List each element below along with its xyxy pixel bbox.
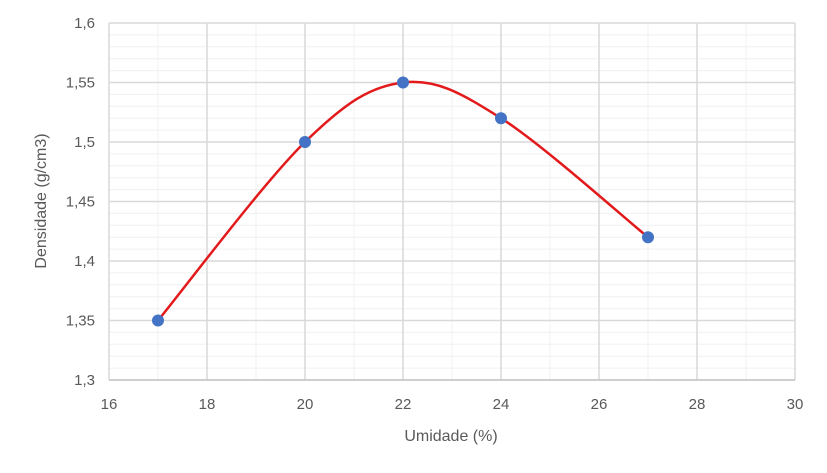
x-tick-labels: 16 18 20 22 24 26 28 30 bbox=[101, 396, 804, 413]
data-point bbox=[495, 112, 507, 125]
y-tick-label: 1,35 bbox=[66, 313, 95, 330]
x-tick-label: 20 bbox=[297, 396, 314, 413]
y-tick-label: 1,6 bbox=[74, 15, 95, 32]
y-tick-label: 1,45 bbox=[66, 194, 95, 211]
y-tick-label: 1,3 bbox=[74, 372, 95, 389]
x-axis-title: Umidade (%) bbox=[404, 428, 497, 445]
axes bbox=[108, 23, 795, 381]
x-tick-label: 24 bbox=[493, 396, 510, 413]
y-tick-labels: 1,3 1,35 1,4 1,45 1,5 1,55 1,6 bbox=[66, 15, 95, 389]
x-tick-label: 16 bbox=[101, 396, 118, 413]
x-tick-label: 22 bbox=[395, 396, 412, 413]
x-tick-label: 18 bbox=[199, 396, 216, 413]
major-grid bbox=[109, 22, 796, 380]
y-axis-title: Densidade (g/cm3) bbox=[33, 133, 50, 268]
y-tick-label: 1,55 bbox=[66, 75, 95, 92]
data-point bbox=[642, 231, 654, 244]
x-tick-label: 30 bbox=[787, 396, 804, 413]
x-tick-label: 28 bbox=[689, 396, 706, 413]
data-point bbox=[152, 314, 164, 327]
y-tick-label: 1,5 bbox=[74, 134, 95, 151]
series-layer bbox=[152, 76, 654, 327]
x-tick-label: 26 bbox=[591, 396, 608, 413]
y-tick-label: 1,4 bbox=[74, 253, 95, 270]
data-point bbox=[299, 136, 311, 148]
data-point bbox=[397, 76, 409, 89]
